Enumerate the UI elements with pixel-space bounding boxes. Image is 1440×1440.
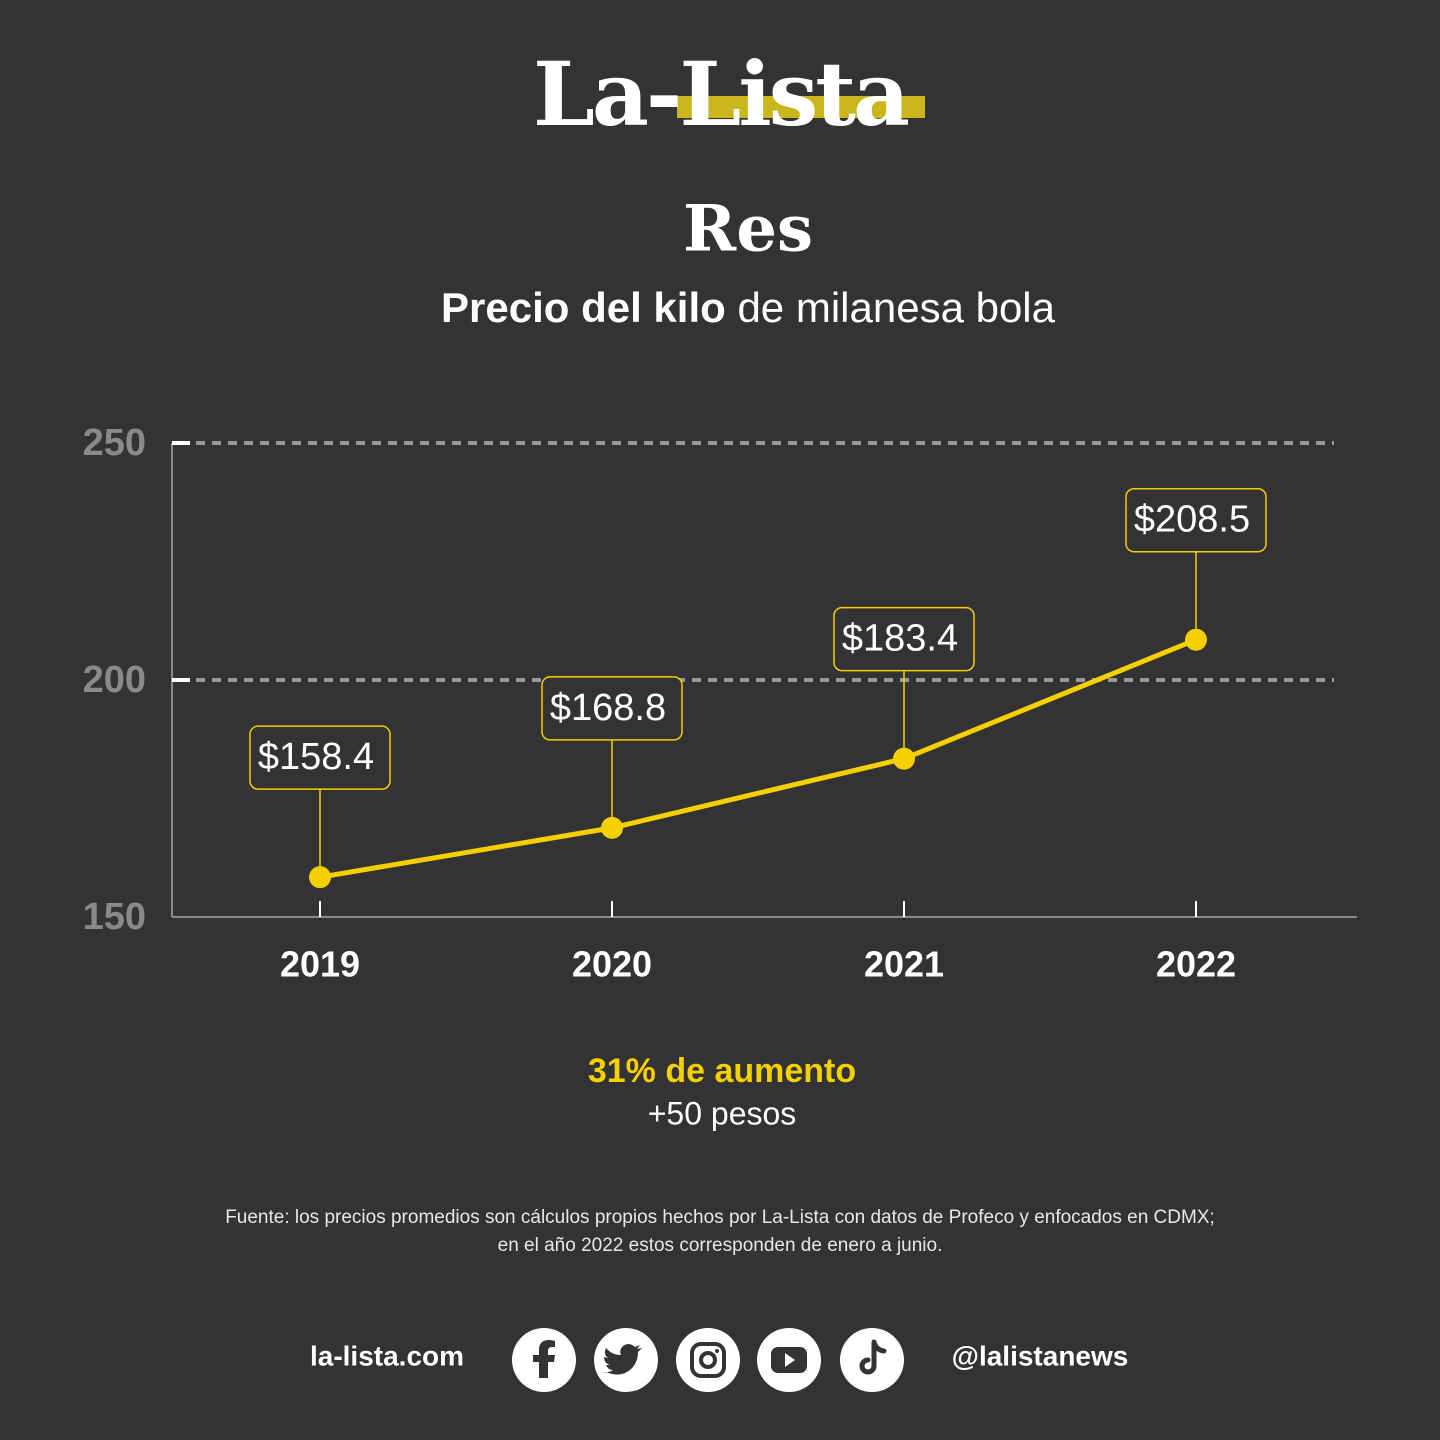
x-tick-label: 2021 <box>864 944 944 985</box>
y-tick-label: 250 <box>83 422 146 464</box>
y-tick-label: 200 <box>83 659 146 701</box>
value-label-box <box>1125 487 1267 553</box>
x-tick-label: 2020 <box>572 944 652 985</box>
social-handle[interactable]: @lalistanews <box>952 1340 1129 1371</box>
icon-circle <box>676 1328 740 1392</box>
x-tick-label: 2019 <box>280 944 360 985</box>
value-label-box <box>833 606 975 672</box>
source-note: en el año 2022 estos corresponden de ene… <box>498 1235 943 1256</box>
icon-glyph <box>699 1351 717 1369</box>
annotation: 31% de aumento <box>588 1052 856 1090</box>
annotation: +50 pesos <box>648 1095 797 1131</box>
value-label-box <box>541 676 683 741</box>
point <box>893 747 915 770</box>
point <box>601 816 623 839</box>
icon-glyph <box>785 1353 795 1367</box>
line <box>319 637 1197 880</box>
icon-glyph <box>533 1340 555 1378</box>
logo: La-Lista <box>533 42 908 146</box>
tiktok-icon[interactable] <box>840 1328 904 1392</box>
value-label: $183.4 <box>842 618 958 660</box>
subtitle-rest: de milanesa bola <box>737 284 1055 331</box>
chart-subtitle: Precio del kilo de milanesa bola <box>441 284 1056 331</box>
y-tick-label: 150 <box>83 896 146 938</box>
subtitle-bold: Precio del kilo <box>441 284 726 331</box>
chart-title: Res <box>683 192 813 267</box>
value-label: $208.5 <box>1134 499 1250 541</box>
twitter-icon[interactable] <box>594 1328 658 1392</box>
icon-glyph <box>602 1344 642 1375</box>
point <box>1185 628 1207 651</box>
plot: 150 200 250 2019 2020 2021 2022 $158.4 $168.8 $18… <box>83 422 1357 985</box>
source-note: Fuente: los precios promedios son cálcul… <box>225 1207 1215 1228</box>
x-tick-label: 2022 <box>1156 944 1236 985</box>
icon-glyph <box>859 1339 887 1375</box>
value-label: $158.4 <box>258 736 374 778</box>
value-label: $168.8 <box>550 687 666 729</box>
icon-glyph <box>715 1349 719 1353</box>
facebook-icon[interactable] <box>512 1328 576 1392</box>
website[interactable]: la-lista.com <box>310 1340 464 1371</box>
value-label-box <box>249 725 391 790</box>
icon-glyph <box>690 1342 726 1378</box>
instagram-icon[interactable] <box>676 1328 740 1392</box>
logo-highlight <box>677 96 925 118</box>
youtube-icon[interactable] <box>757 1328 821 1392</box>
point <box>309 866 331 889</box>
